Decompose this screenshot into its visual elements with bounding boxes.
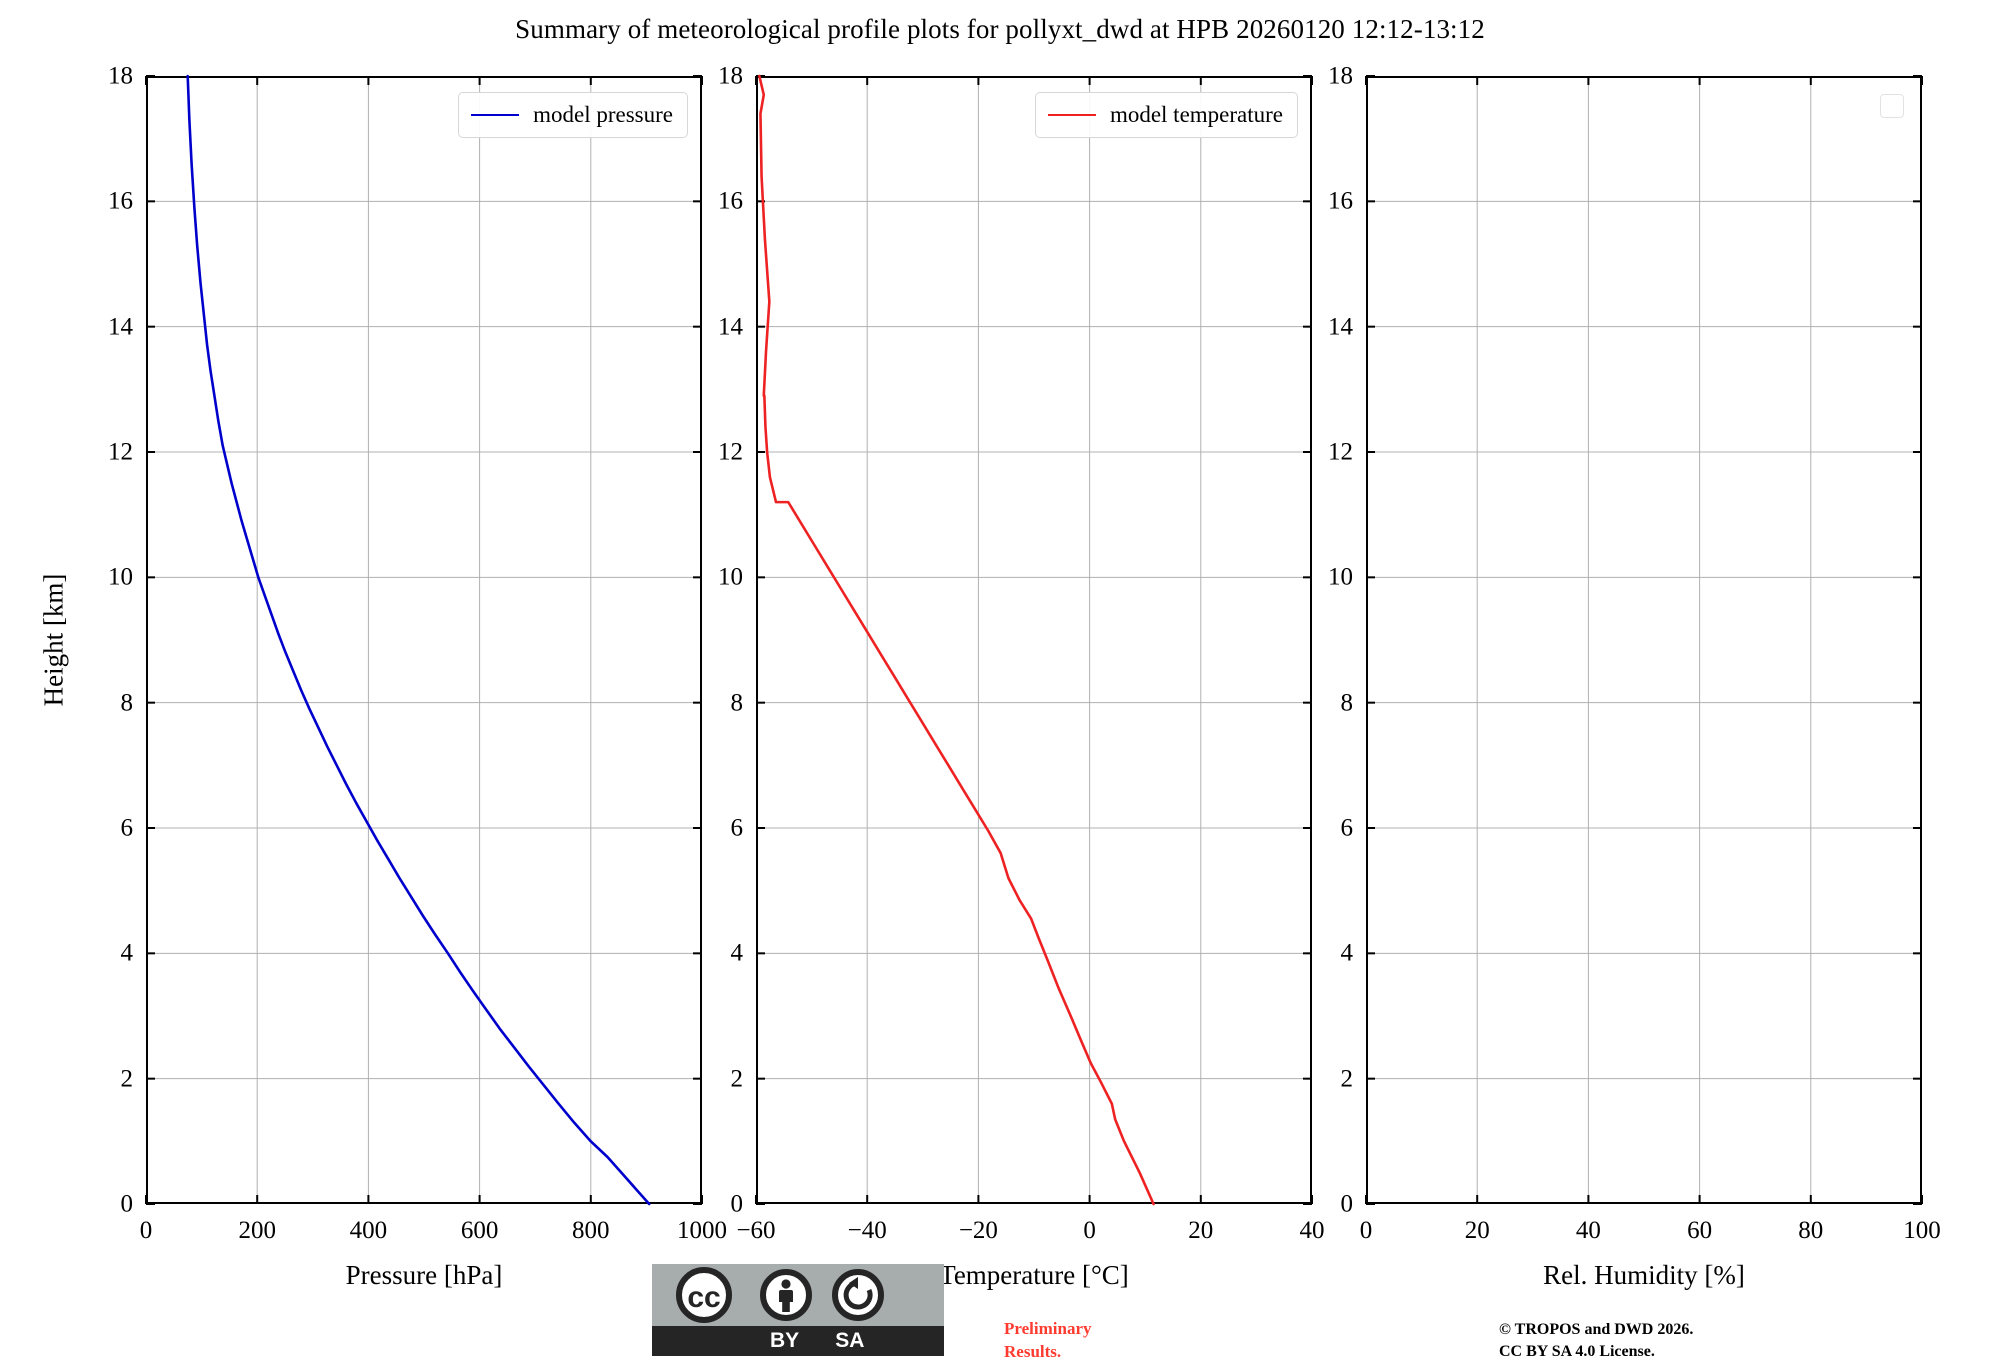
y-tick-label: 0 <box>1340 1190 1354 1218</box>
plot-svg-humidity <box>1365 75 1923 1205</box>
x-axis-label-temperature: Temperature [°C] <box>939 1260 1129 1290</box>
y-tick-label: 12 <box>718 438 743 466</box>
x-tick-label: −40 <box>847 1217 887 1244</box>
legend-swatch-model-pressure <box>471 114 520 116</box>
copyright-line-1: © TROPOS and DWD 2026. <box>1499 1321 1694 1338</box>
x-tick-label: 200 <box>238 1217 276 1244</box>
y-tick-label: 10 <box>108 563 133 591</box>
page-title: Summary of meteorological profile plots … <box>515 14 1485 44</box>
cc-by-label: BY <box>770 1329 800 1352</box>
plot-area-humidity <box>1366 76 1922 1204</box>
legend-temperature[interactable]: model temperature <box>1034 92 1298 138</box>
y-tick-label: 10 <box>718 563 743 591</box>
y-tick-label: 8 <box>120 689 134 717</box>
creative-commons-badge: cc BY SA <box>652 1264 944 1356</box>
legend-swatch-model-temperature <box>1047 114 1096 116</box>
panel-pressure: Height [km] Pressure [hPa] model pressur… <box>39 64 728 1291</box>
plot-area-temperature <box>756 76 1312 1204</box>
copyright-note: © TROPOS and DWD 2026. CC BY SA 4.0 Lice… <box>1499 1319 1693 1363</box>
y-tick-label: 14 <box>108 313 133 341</box>
cc-sa-label: SA <box>835 1329 865 1352</box>
y-axis-label-pressure: Height [km] <box>38 573 69 707</box>
y-tick-label: 0 <box>730 1190 744 1218</box>
y-tick-label: 6 <box>730 814 744 842</box>
x-tick-label: 40 <box>1299 1217 1325 1244</box>
svg-text:cc: cc <box>687 1281 720 1314</box>
plot-area-pressure <box>146 76 702 1204</box>
y-tick-label: 8 <box>730 689 744 717</box>
y-tick-label: 16 <box>1328 187 1353 215</box>
x-tick-label: 800 <box>572 1217 610 1244</box>
y-tick-label: 0 <box>120 1190 134 1218</box>
legend-humidity-empty[interactable] <box>1880 94 1904 118</box>
y-tick-label: 12 <box>1328 438 1353 466</box>
y-tick-label: 14 <box>718 313 743 341</box>
panel-humidity: Rel. Humidity [%] 0 20 40 60 80 100 0 2 4 6 8 10 12 1… <box>1328 64 1941 1291</box>
x-tick-label: −60 <box>736 1217 776 1244</box>
y-tick-label: 4 <box>120 939 134 967</box>
cc-by-person-icon <box>760 1269 812 1321</box>
cc-badge-labels: BY SA <box>652 1326 944 1356</box>
panel-temperature: Temperature [°C] model temperature −60 −4… <box>718 64 1325 1291</box>
y-tick-label: 14 <box>1328 313 1353 341</box>
plot-svg-pressure <box>145 74 703 1206</box>
x-axis-label-humidity: Rel. Humidity [%] <box>1543 1260 1745 1290</box>
y-tick-label: 18 <box>718 62 743 90</box>
x-tick-label: 20 <box>1464 1217 1490 1244</box>
x-tick-label: 1000 <box>677 1217 727 1244</box>
y-tick-label: 2 <box>120 1065 134 1093</box>
cc-circle-icon: cc <box>676 1267 732 1323</box>
preliminary-results-note: Preliminary Results. <box>1004 1318 1092 1364</box>
y-tick-label: 4 <box>730 939 744 967</box>
copyright-line-2: CC BY SA 4.0 License. <box>1499 1343 1655 1361</box>
y-tick-label: 2 <box>730 1065 744 1093</box>
legend-label-model-pressure: model pressure <box>533 102 673 127</box>
y-tick-label: 18 <box>108 62 133 90</box>
x-tick-label: 20 <box>1188 1217 1214 1244</box>
x-axis-label-pressure: Pressure [hPa] <box>345 1260 503 1290</box>
y-tick-label: 8 <box>1340 689 1354 717</box>
plot-svg-temperature <box>755 74 1313 1206</box>
series-line-model-temperature <box>758 74 1155 1206</box>
x-tick-label: 60 <box>1687 1217 1713 1244</box>
cc-badge-icons: cc <box>652 1264 944 1326</box>
x-tick-label: 80 <box>1798 1217 1824 1244</box>
legend-label-model-temperature: model temperature <box>1109 102 1283 127</box>
y-tick-label: 16 <box>718 187 743 215</box>
legend-pressure[interactable]: model pressure <box>458 92 688 138</box>
y-tick-label: 6 <box>1340 814 1354 842</box>
x-tick-label: −20 <box>958 1217 998 1244</box>
x-tick-label: 400 <box>349 1217 388 1244</box>
x-tick-label: 40 <box>1575 1217 1601 1244</box>
y-tick-label: 10 <box>1328 563 1353 591</box>
x-tick-label: 0 <box>1359 1217 1373 1244</box>
y-tick-label: 4 <box>1340 939 1354 967</box>
preliminary-line-1: Preliminary <box>1004 1319 1092 1338</box>
x-tick-label: 0 <box>1083 1217 1096 1244</box>
x-tick-label: 0 <box>139 1217 153 1244</box>
y-tick-label: 18 <box>1328 62 1353 90</box>
y-tick-label: 16 <box>108 187 133 215</box>
series-line-model-pressure <box>186 74 651 1206</box>
y-tick-label: 12 <box>108 438 133 466</box>
x-tick-label: 600 <box>460 1217 499 1244</box>
preliminary-line-2: Results. <box>1004 1341 1062 1361</box>
x-tick-label: 100 <box>1903 1217 1941 1244</box>
y-tick-label: 6 <box>120 814 134 842</box>
cc-sa-sharealike-icon <box>832 1269 884 1321</box>
y-tick-label: 2 <box>1340 1065 1354 1093</box>
